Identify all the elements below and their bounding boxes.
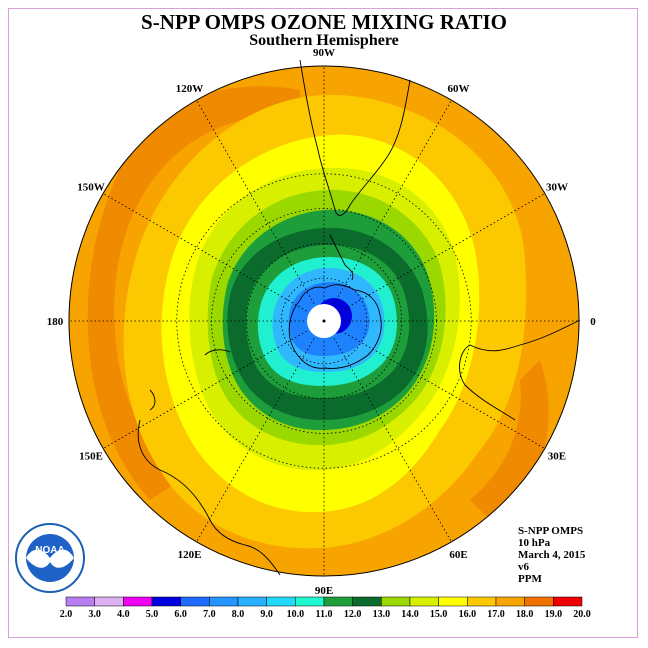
longitude-labels: 0 30E 60E 90E 120E 150E 180 150W 120W 90W 60W 30W bbox=[47, 47, 597, 597]
info-version: v6 bbox=[518, 561, 529, 573]
longitude-label: 150W bbox=[77, 182, 105, 194]
longitude-label: 30W bbox=[546, 182, 568, 194]
meridian-line bbox=[341, 193, 546, 312]
map-subtitle: Southern Hemisphere bbox=[249, 32, 399, 49]
colorbar-swatch bbox=[553, 596, 583, 607]
colorbar-swatch bbox=[467, 596, 497, 607]
colorbar-swatch bbox=[209, 596, 239, 607]
colorbar-swatch bbox=[438, 596, 468, 607]
meridian-line bbox=[333, 99, 452, 304]
africa-coast bbox=[459, 319, 581, 421]
colorbar-swatch bbox=[266, 596, 296, 607]
info-units: PPM bbox=[518, 573, 542, 585]
colorbar-tick-label: 14.0 bbox=[401, 609, 419, 620]
colorbar-swatch bbox=[151, 596, 181, 607]
colorbar-swatch bbox=[495, 596, 525, 607]
meridian-line bbox=[196, 338, 315, 543]
colorbar-swatch bbox=[94, 596, 124, 607]
antarctic-peninsula-coast bbox=[329, 234, 354, 281]
longitude-label: 60E bbox=[449, 549, 467, 561]
colorbar-swatch bbox=[237, 596, 267, 607]
colorbar: 2.0 3.0 4.0 5.0 6.0 7.0 8.0 9.0 10.0 11.0 12.0 13.0… bbox=[60, 596, 591, 620]
colorbar-tick-label: 9.0 bbox=[260, 609, 273, 620]
colorbar-tick-label: 17.0 bbox=[487, 609, 505, 620]
noaa-logo: NOAA bbox=[14, 522, 86, 599]
latitude-circle bbox=[245, 242, 402, 399]
longitude-label: 90W bbox=[313, 47, 335, 59]
colorbar-tick-label: 20.0 bbox=[573, 609, 591, 620]
info-pressure-level: 10 hPa bbox=[518, 537, 551, 549]
new-zealand-coast bbox=[149, 349, 231, 411]
australia-coast bbox=[137, 419, 281, 576]
longitude-label: 120E bbox=[178, 549, 202, 561]
map-boundary bbox=[68, 65, 580, 577]
longitude-label: 60W bbox=[448, 83, 470, 95]
latitude-circle bbox=[280, 277, 368, 365]
meridian-line bbox=[341, 330, 546, 449]
meridian-line bbox=[196, 99, 315, 304]
colorbar-tick-label: 15.0 bbox=[430, 609, 448, 620]
colorbar-tick-label: 4.0 bbox=[117, 609, 130, 620]
longitude-label: 90E bbox=[315, 585, 333, 597]
colorbar-tick-label: 13.0 bbox=[373, 609, 391, 620]
band-deep-orange-west bbox=[87, 86, 300, 500]
colorbar-tick-label: 16.0 bbox=[459, 609, 477, 620]
map-title: S-NPP OMPS OZONE MIXING RATIO bbox=[141, 10, 507, 34]
colorbar-tick-label: 12.0 bbox=[344, 609, 362, 620]
colorbar-swatch bbox=[123, 596, 153, 607]
colorbar-tick-label: 6.0 bbox=[174, 609, 187, 620]
colorbar-swatch bbox=[381, 596, 411, 607]
longitude-label: 30E bbox=[548, 451, 566, 463]
colorbar-swatch bbox=[323, 596, 353, 607]
colorbar-tick-label: 11.0 bbox=[316, 609, 333, 620]
longitude-label: 120W bbox=[176, 83, 204, 95]
colorbar-tick-label: 18.0 bbox=[516, 609, 534, 620]
colorbar-tick-label: 7.0 bbox=[203, 609, 216, 620]
longitude-label: 180 bbox=[47, 316, 64, 328]
colorbar-tick-label: 2.0 bbox=[60, 609, 73, 620]
south-america-coast bbox=[299, 59, 411, 216]
colorbar-swatch bbox=[352, 596, 382, 607]
product-info: S-NPP OMPS 10 hPa March 4, 2015 v6 PPM bbox=[518, 525, 585, 585]
longitude-label: 150E bbox=[79, 451, 103, 463]
south-pole-marker bbox=[322, 319, 326, 323]
meridian-line bbox=[333, 338, 452, 543]
colorbar-tick-label: 10.0 bbox=[287, 609, 305, 620]
meridian-line bbox=[102, 193, 307, 312]
meridian-line bbox=[102, 330, 307, 449]
colorbar-swatch bbox=[409, 596, 439, 607]
colorbar-tick-label: 19.0 bbox=[545, 609, 563, 620]
colorbar-swatch bbox=[295, 596, 325, 607]
info-date: March 4, 2015 bbox=[518, 549, 586, 561]
logo-bird-shape bbox=[26, 549, 74, 568]
colorbar-tick-label: 5.0 bbox=[146, 609, 159, 620]
longitude-label: 0 bbox=[590, 316, 596, 328]
info-instrument: S-NPP OMPS bbox=[518, 525, 584, 537]
colorbar-tick-label: 8.0 bbox=[232, 609, 245, 620]
colorbar-swatch bbox=[180, 596, 210, 607]
colorbar-swatch bbox=[524, 596, 554, 607]
logo-label: NOAA bbox=[35, 545, 64, 556]
antarctica-coast bbox=[288, 284, 382, 369]
coastlines bbox=[137, 59, 581, 576]
figure-frame bbox=[8, 8, 638, 638]
colorbar-tick-label: 3.0 bbox=[88, 609, 101, 620]
